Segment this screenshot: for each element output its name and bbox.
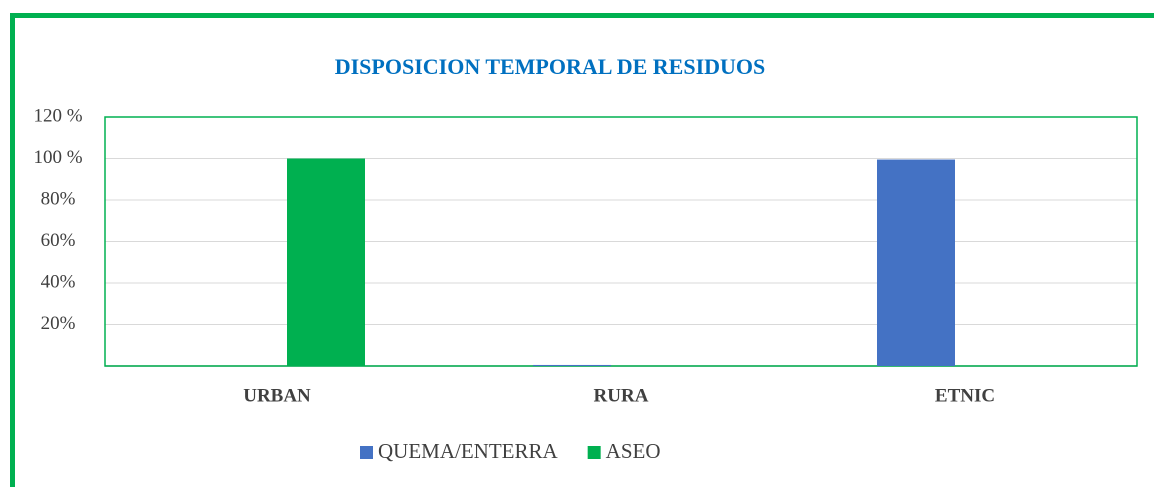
frame-left: [10, 13, 15, 487]
y-tick-label: 40%: [41, 271, 76, 292]
plot-border: [104, 116, 1138, 367]
bar: [533, 364, 611, 366]
y-tick-label: 60%: [41, 230, 76, 251]
chart-title: DISPOSICION TEMPORAL DE RESIDUOS: [335, 54, 766, 79]
x-tick-label: RURA: [594, 385, 649, 406]
legend-label: ASEO: [606, 439, 661, 463]
x-tick-label: URBAN: [243, 385, 311, 406]
legend-label: QUEMA/ENTERRA: [378, 439, 558, 463]
x-tick-label: ETNIC: [935, 385, 995, 406]
legend-swatch: [587, 446, 601, 459]
frame-top: [10, 13, 1154, 18]
y-tick-label: 80%: [41, 188, 76, 209]
bar: [287, 158, 365, 366]
bar: [877, 159, 955, 366]
legend-swatch: [360, 446, 373, 459]
y-tick-label: 100 %: [33, 147, 82, 168]
y-tick-label: 20%: [41, 313, 76, 334]
y-tick-label: 120 %: [33, 105, 82, 126]
